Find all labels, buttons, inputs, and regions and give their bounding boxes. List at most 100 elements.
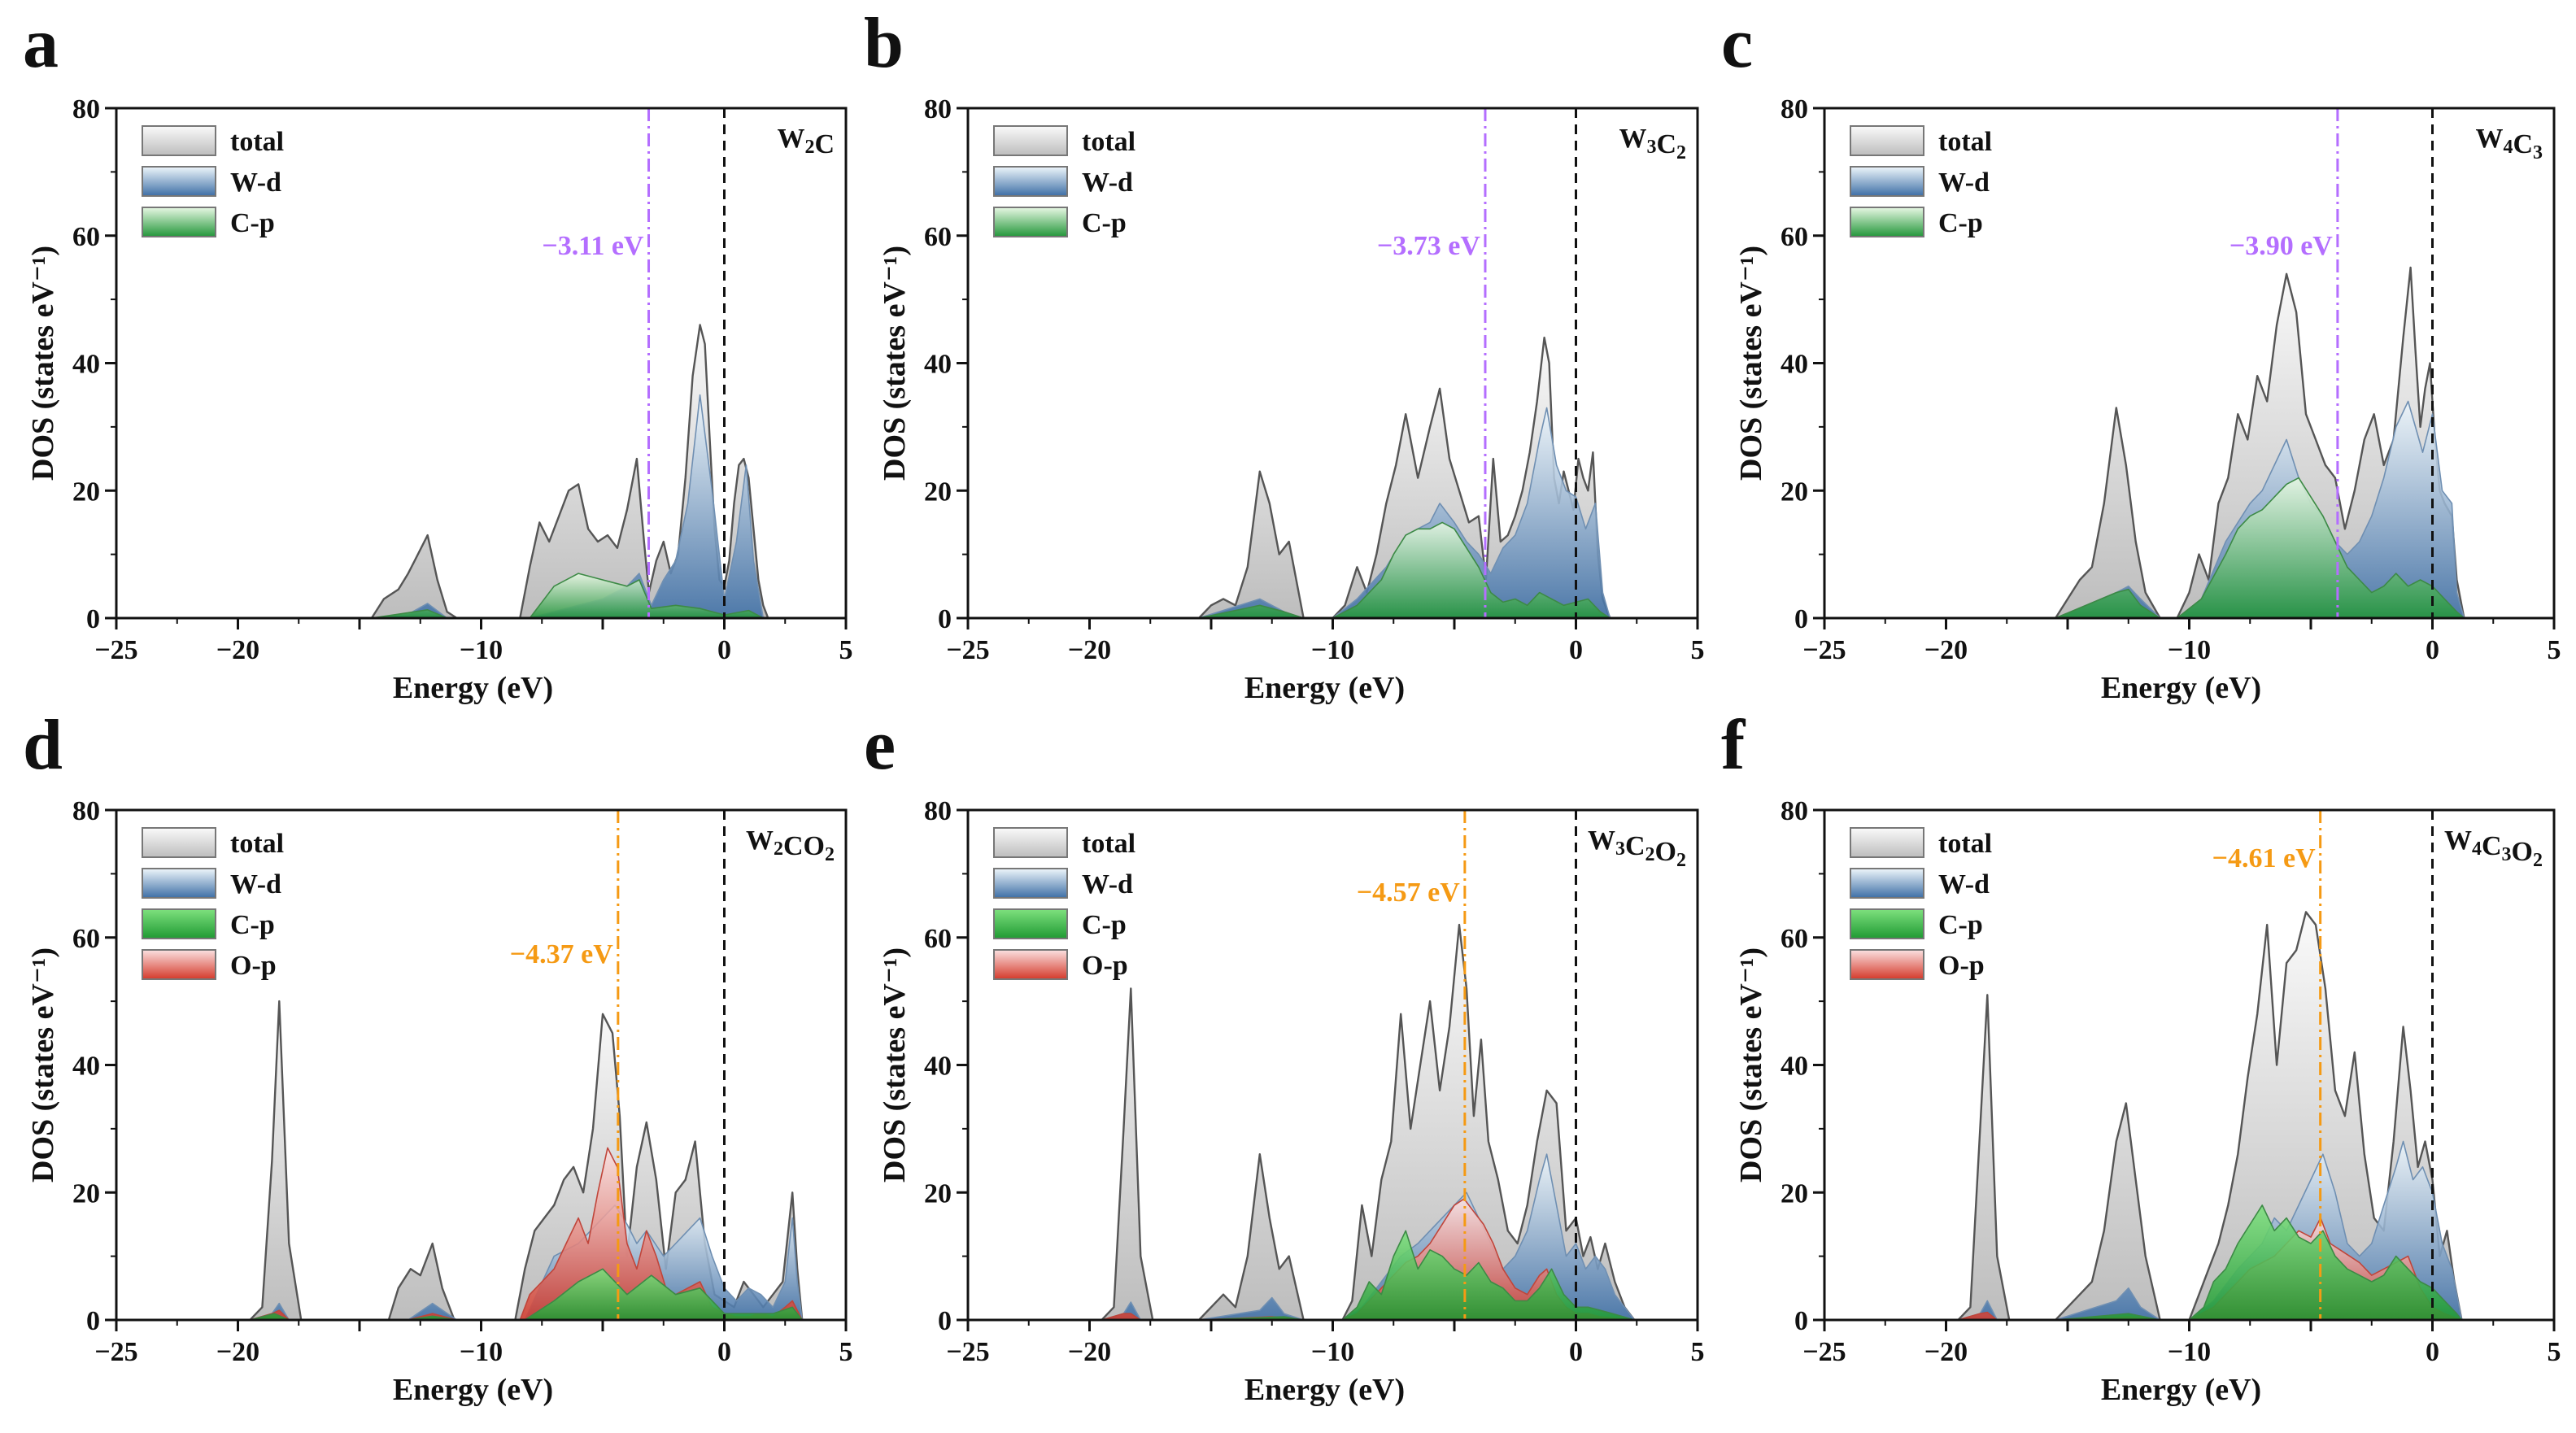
legend-label-C-p: C-p xyxy=(1938,910,1983,940)
plot-area xyxy=(2054,266,2465,618)
band-center-label: −4.37 eV xyxy=(510,939,613,969)
x-tick-label: −20 xyxy=(1924,635,1968,665)
x-tick-label: −10 xyxy=(460,1337,503,1367)
panel-letter: f xyxy=(1721,706,1746,785)
x-tick-label: 0 xyxy=(2426,1337,2439,1367)
y-tick-label: 80 xyxy=(72,796,100,826)
panel-a: a −3.11 eV −25 −20 −10 0 5 0 20 40 60 80 Energy (eV)… xyxy=(23,4,853,705)
y-axis-label: DOS (states eV⁻¹) xyxy=(878,947,912,1183)
panel-letter: d xyxy=(23,706,63,785)
legend-swatch-C-p xyxy=(1850,908,1924,939)
x-axis-label: Energy (eV) xyxy=(2101,1373,2261,1407)
band-center-label: −3.11 eV xyxy=(542,231,644,261)
x-tick-label: −20 xyxy=(1924,1337,1968,1367)
plot-area xyxy=(370,324,769,618)
panel-letter: c xyxy=(1721,4,1753,83)
x-tick-label: −10 xyxy=(2168,635,2211,665)
legend-swatch-O-p xyxy=(142,949,216,980)
y-tick-label: 60 xyxy=(1781,222,1808,252)
x-tick-label: −10 xyxy=(1311,635,1354,665)
legend-label-total: total xyxy=(230,829,284,859)
band-center-label: −3.73 eV xyxy=(1377,231,1480,261)
x-tick-label: −10 xyxy=(460,635,503,665)
y-tick-label: 40 xyxy=(924,1052,952,1082)
y-tick-label: 60 xyxy=(72,924,100,954)
y-tick-label: 0 xyxy=(938,1306,952,1336)
x-tick-label: −25 xyxy=(94,1337,137,1367)
legend-swatch-total xyxy=(1850,125,1924,156)
x-tick-label: −25 xyxy=(1802,635,1846,665)
x-tick-label: 5 xyxy=(839,1337,853,1367)
x-tick-label: 5 xyxy=(2548,1337,2561,1367)
y-tick-label: 60 xyxy=(924,924,952,954)
y-axis-label: DOS (states eV⁻¹) xyxy=(1734,947,1768,1183)
legend: total W-d C-p xyxy=(993,125,1135,238)
y-tick-label: 80 xyxy=(1781,94,1808,124)
legend-label-O-p: O-p xyxy=(1938,951,1985,981)
x-tick-label: 0 xyxy=(1569,1337,1583,1367)
y-tick-label: 40 xyxy=(1781,1052,1808,1082)
y-axis-label: DOS (states eV⁻¹) xyxy=(1734,246,1768,481)
y-tick-label: 0 xyxy=(86,1306,100,1336)
y-tick-label: 20 xyxy=(1781,477,1808,507)
series-C-p-area xyxy=(1198,521,1611,618)
legend-swatch-C-p xyxy=(142,207,216,237)
x-axis-label: Energy (eV) xyxy=(393,671,553,705)
plot-area xyxy=(1101,923,1636,1320)
plot-area xyxy=(249,1000,804,1320)
y-tick-label: 0 xyxy=(938,604,952,634)
legend-swatch-O-p xyxy=(1850,949,1924,980)
legend-swatch-total xyxy=(993,125,1068,156)
legend: total W-d C-p O-p xyxy=(1850,827,1992,981)
legend-swatch-total xyxy=(142,827,216,858)
legend-label-W-d: W-d xyxy=(1082,168,1133,198)
legend-label-W-d: W-d xyxy=(230,168,281,198)
series-total-area xyxy=(2054,266,2465,618)
series-W-d-area xyxy=(1198,407,1611,618)
plot-frame xyxy=(115,808,848,1322)
plot-area xyxy=(1197,336,1611,618)
panel-letter: a xyxy=(23,4,59,83)
legend: total W-d C-p xyxy=(142,125,284,238)
y-tick-label: 40 xyxy=(72,350,100,380)
legend-label-O-p: O-p xyxy=(1082,951,1128,981)
y-tick-label: 60 xyxy=(924,222,952,252)
series-C-p-area xyxy=(2055,477,2465,618)
legend-label-C-p: C-p xyxy=(1082,208,1127,238)
legend-swatch-C-p xyxy=(993,908,1068,939)
panel-c: c −3.90 eV −25 −20 −10 0 5 0 20 40 60 80 Energy (eV)… xyxy=(1721,4,2561,705)
panel-e: e −4.57 eV −25 −20 −10 0 5 0 20 40 60 80 Energy (eV)… xyxy=(864,706,1705,1407)
y-tick-label: 0 xyxy=(86,604,100,634)
legend-label-total: total xyxy=(1082,127,1135,157)
x-axis-label: Energy (eV) xyxy=(2101,671,2261,705)
compound-label: W3C2O2 xyxy=(1588,825,1686,871)
legend-label-C-p: C-p xyxy=(230,910,275,940)
y-tick-label: 80 xyxy=(924,94,952,124)
y-tick-label: 80 xyxy=(1781,796,1808,826)
legend-label-C-p: C-p xyxy=(230,208,275,238)
x-tick-label: 0 xyxy=(717,635,731,665)
y-tick-label: 40 xyxy=(72,1052,100,1082)
legend-label-W-d: W-d xyxy=(230,869,281,899)
y-tick-label: 40 xyxy=(924,350,952,380)
y-tick-label: 20 xyxy=(72,477,100,507)
legend-label-total: total xyxy=(1082,829,1135,859)
y-tick-label: 80 xyxy=(72,94,100,124)
legend-swatch-W-d xyxy=(142,166,216,197)
legend-label-total: total xyxy=(1938,127,1992,157)
x-tick-label: −20 xyxy=(216,635,259,665)
legend-swatch-total xyxy=(142,125,216,156)
legend-swatch-O-p xyxy=(993,949,1068,980)
band-center-label: −3.90 eV xyxy=(2229,231,2333,261)
band-center-label: −4.57 eV xyxy=(1357,878,1460,908)
x-tick-label: −25 xyxy=(946,1337,989,1367)
legend-swatch-W-d xyxy=(1850,868,1924,899)
y-tick-label: 20 xyxy=(924,477,952,507)
y-tick-label: 20 xyxy=(924,1178,952,1209)
panel-d: d −4.37 eV −25 −20 −10 0 5 0 20 40 60 80 Energy (eV)… xyxy=(23,706,853,1407)
x-axis-label: Energy (eV) xyxy=(1244,671,1405,705)
x-tick-label: 0 xyxy=(717,1337,731,1367)
panel-f: f −4.61 eV −25 −20 −10 0 5 0 20 40 60 80 Energy (eV)… xyxy=(1721,706,2561,1407)
x-tick-label: −20 xyxy=(1068,635,1111,665)
